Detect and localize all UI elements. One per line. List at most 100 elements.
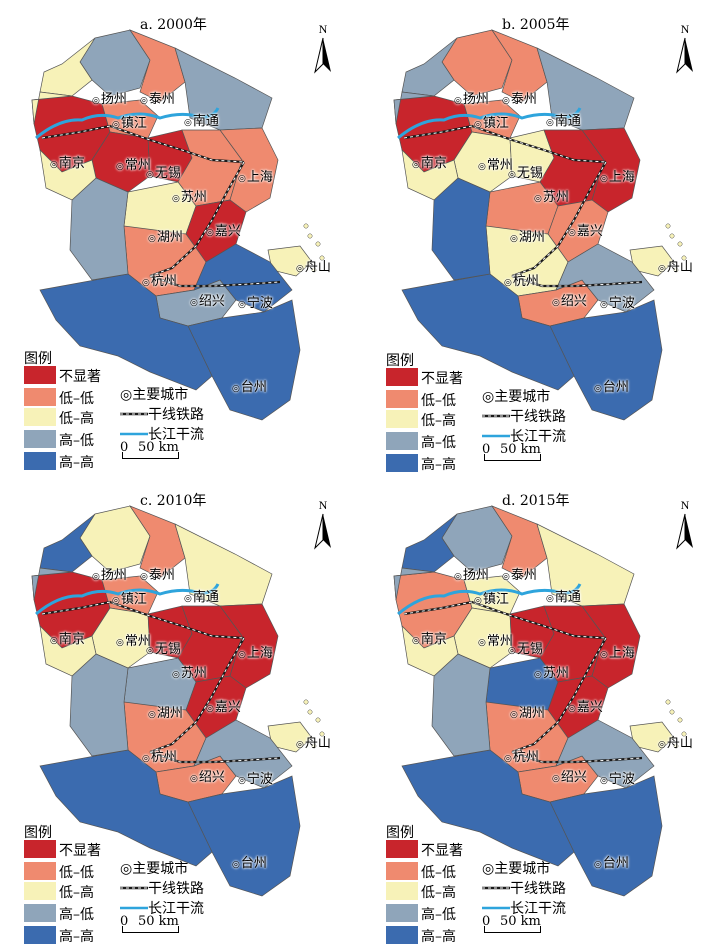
- island: [669, 709, 675, 715]
- city-label-changzhou: ◎常州: [116, 630, 151, 649]
- city-label-huzhou: ◎湖州: [510, 702, 545, 721]
- north-arrow-icon: [676, 513, 693, 550]
- legend-label: 高–低: [59, 907, 94, 923]
- city-label-ningbo: ◎宁波: [238, 292, 273, 311]
- legend-symbol-label: 长江干流: [148, 901, 204, 917]
- city-name: 无锡: [154, 166, 181, 181]
- region-tz: [187, 775, 301, 897]
- city-label-shaoxing: ◎绍兴: [552, 766, 587, 785]
- legend: 图例 不显著 低–低 低–高 高–低 高–高 ◎主要城市 干线铁路 长江干流 0 50 km: [382, 350, 712, 473]
- city-marker-icon: ◎: [116, 162, 124, 172]
- city-marker-icon: ◎: [474, 120, 482, 130]
- map-svg: [393, 505, 687, 897]
- city-name: 绍兴: [560, 770, 587, 785]
- city-marker-icon: ◎: [454, 96, 462, 106]
- island: [665, 699, 671, 705]
- railway-dash: [41, 601, 245, 639]
- river-legend-icon: [120, 906, 148, 910]
- city-label-jiaxing: ◎嘉兴: [568, 696, 603, 715]
- city-label-nantong: ◎南通: [546, 586, 581, 605]
- city-name: 嘉兴: [214, 224, 241, 239]
- city-name: 镇江: [120, 592, 147, 607]
- region-w1: [39, 513, 96, 573]
- city-name: 泰州: [510, 568, 537, 583]
- region-w3: [69, 653, 129, 757]
- city-marker-icon: ◎: [508, 646, 516, 656]
- region-w3: [69, 177, 129, 281]
- legend-symbol-label: 干线铁路: [148, 407, 204, 423]
- north-label: N: [680, 498, 690, 512]
- city-label-zhoushan: ◎舟山: [296, 732, 331, 751]
- legend-swatch: [24, 882, 56, 900]
- legend-label: 不显著: [421, 371, 463, 387]
- city-name: 宁波: [246, 772, 273, 787]
- region-w4: [39, 148, 97, 201]
- city-label-nantong: ◎南通: [184, 586, 219, 605]
- legend: 图例 不显著 低–低 低–高 高–低 高–高 ◎主要城市 干线铁路 长江干流 0 50 km: [20, 348, 350, 471]
- city-name: 湖州: [518, 230, 545, 245]
- city-name: 扬州: [462, 568, 489, 583]
- island: [673, 743, 679, 749]
- scale-value-label: 50 km: [500, 914, 541, 929]
- city-label-shaoxing: ◎绍兴: [552, 290, 587, 309]
- city-name: 杭州: [512, 274, 539, 289]
- region-w3: [431, 177, 491, 281]
- island: [319, 731, 325, 737]
- city-name: 扬州: [462, 92, 489, 107]
- map-svg: [31, 505, 325, 897]
- railway-dash: [403, 125, 607, 163]
- scale-tick: [178, 452, 179, 459]
- yangtze-river: [35, 107, 220, 140]
- scale-tick: [484, 454, 485, 461]
- city-marker-icon: ◎: [546, 594, 554, 604]
- city-marker-icon: ◎: [534, 670, 542, 680]
- city-name: 常州: [124, 158, 151, 173]
- region-w1: [401, 37, 458, 97]
- city-label-hangzhou: ◎杭州: [142, 270, 177, 289]
- legend-label: 高–低: [421, 907, 456, 923]
- city-marker-icon: ◎: [474, 596, 482, 606]
- legend-swatch: [386, 410, 418, 428]
- legend-title: 图例: [386, 353, 414, 369]
- city-name: 上海: [608, 646, 635, 661]
- city-marker-icon: ◎: [112, 596, 120, 606]
- city-name: 湖州: [156, 706, 183, 721]
- city-name: 绍兴: [198, 294, 225, 309]
- legend-label: 高–高: [421, 929, 456, 945]
- city-label-nanjing: ◎南京: [412, 152, 447, 171]
- panel-title: a. 2000年: [140, 17, 207, 33]
- city-marker-icon: ◎: [140, 96, 148, 106]
- city-label-taizhou_zj: ◎台州: [594, 852, 629, 871]
- legend-swatch: [386, 432, 418, 450]
- legend-swatch: [24, 904, 56, 922]
- city-marker-icon: ◎: [50, 160, 58, 170]
- city-label-huzhou: ◎湖州: [148, 702, 183, 721]
- legend-symbol-label: ◎主要城市: [482, 861, 551, 877]
- railway-legend-icon: [482, 414, 510, 418]
- city-label-nanjing: ◎南京: [50, 628, 85, 647]
- city-marker-icon: ◎: [238, 174, 246, 184]
- scale-value-label: 50 km: [138, 440, 179, 455]
- city-label-zhenjiang: ◎镇江: [474, 112, 509, 131]
- city-marker-icon: ◎: [238, 300, 246, 310]
- city-name: 南京: [420, 632, 447, 647]
- city-label-ningbo: ◎宁波: [238, 768, 273, 787]
- region-w1: [401, 513, 458, 573]
- city-name: 无锡: [516, 166, 543, 181]
- legend-symbol-label: 干线铁路: [510, 881, 566, 897]
- region-sh: [219, 127, 279, 213]
- region-w2: [401, 749, 575, 867]
- city-name: 泰州: [148, 92, 175, 107]
- scale-bar-line: [484, 932, 540, 933]
- city-marker-icon: ◎: [238, 650, 246, 660]
- north-arrow: N: [672, 22, 698, 78]
- city-label-zhenjiang: ◎镇江: [112, 588, 147, 607]
- city-label-shaoxing: ◎绍兴: [190, 766, 225, 785]
- city-label-hangzhou: ◎杭州: [504, 746, 539, 765]
- city-name: 无锡: [154, 642, 181, 657]
- city-marker-icon: ◎: [600, 776, 608, 786]
- city-marker-icon: ◎: [504, 278, 512, 288]
- city-label-shanghai: ◎上海: [600, 642, 635, 661]
- city-marker-icon: ◎: [116, 638, 124, 648]
- city-name: 扬州: [100, 92, 127, 107]
